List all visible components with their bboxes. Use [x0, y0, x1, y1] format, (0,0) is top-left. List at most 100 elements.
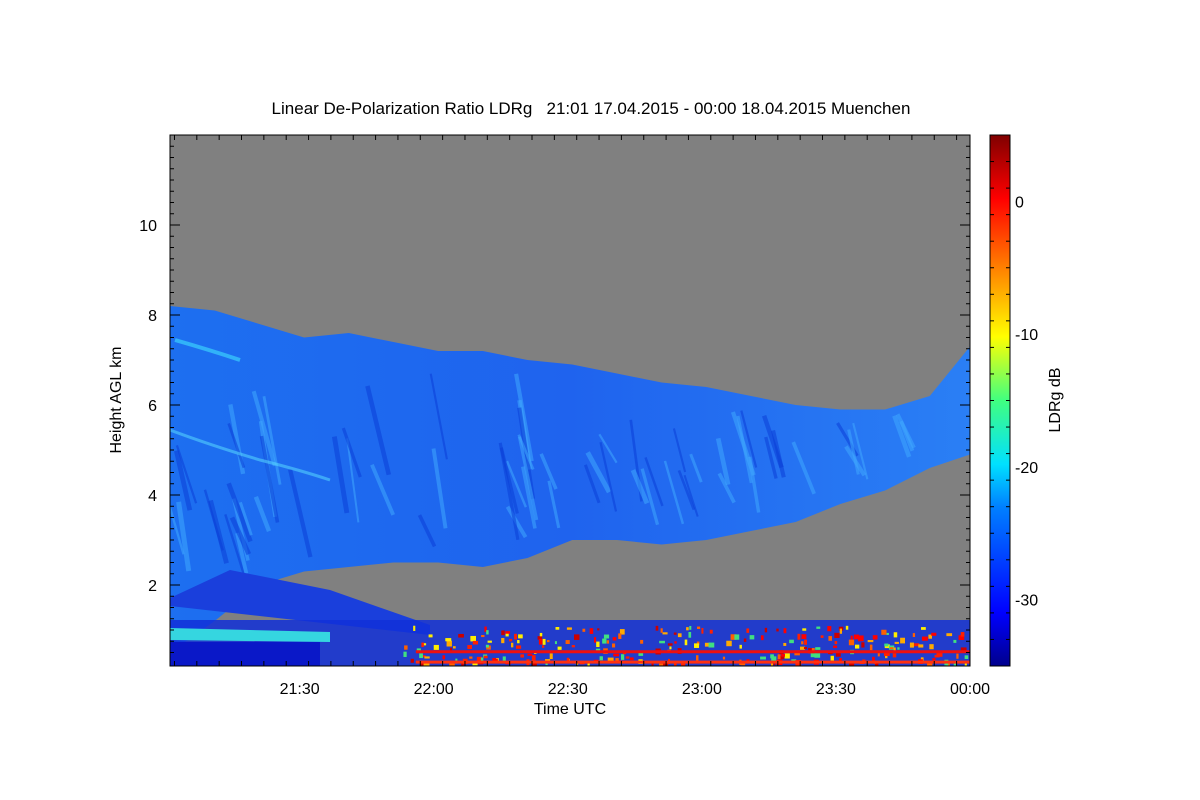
noise-pixel [480, 657, 484, 662]
noise-pixel [797, 633, 801, 640]
fall-streak [498, 442, 520, 541]
noise-pixel [909, 642, 914, 648]
noise-pixel [827, 626, 832, 632]
noise-pixel [889, 647, 894, 650]
noise-pixel [660, 628, 663, 633]
noise-pixel [783, 628, 787, 634]
fall-streak [748, 456, 761, 513]
noise-pixel [743, 638, 747, 642]
noise-pixel [956, 653, 959, 659]
noise-pixel [696, 641, 700, 646]
noise-pixel [684, 639, 688, 646]
noise-pixel [565, 640, 570, 645]
noise-pixel [884, 643, 889, 647]
noise-pixel [730, 634, 737, 640]
noise-pixel [662, 662, 668, 666]
noise-pixel [686, 627, 689, 631]
noise-pixel [912, 633, 916, 637]
noise-pixel [877, 653, 880, 657]
fall-streak [683, 474, 699, 517]
near-surface-band [170, 642, 320, 666]
noise-pixel [416, 648, 421, 651]
noise-pixel [423, 662, 430, 666]
fall-streak [583, 464, 601, 504]
fall-streak [505, 460, 527, 508]
fall-streak [895, 413, 916, 449]
fall-streak [253, 496, 272, 532]
noise-pixel [810, 653, 817, 658]
noise-pixel [532, 663, 537, 666]
noise-pixel [566, 627, 572, 630]
fall-streak [262, 396, 282, 485]
noise-pixel [484, 626, 487, 632]
cloud-features [170, 338, 430, 635]
fall-streak [227, 423, 246, 469]
colorbar-tick-label: -20 [1015, 460, 1038, 477]
noise-pixel [516, 645, 522, 649]
noise-pixel [571, 645, 575, 648]
noise-pixel [850, 635, 853, 641]
x-tick-label: 23:00 [682, 681, 722, 698]
red-band [415, 650, 970, 654]
fall-streak [431, 448, 448, 529]
fall-streak [852, 422, 869, 480]
noise-pixel [527, 653, 533, 656]
noise-pixel [777, 654, 781, 660]
noise-pixel [673, 632, 677, 635]
noise-pixel [589, 628, 594, 634]
fall-streak [689, 453, 703, 483]
noise-pixel [476, 656, 482, 663]
noise-pixel [419, 662, 426, 666]
noise-pixel [964, 663, 967, 666]
colorbar-label: LDRg dB [1047, 368, 1064, 433]
noise-pixel [593, 637, 597, 643]
noise-pixel [557, 646, 562, 650]
noise-pixel [492, 658, 496, 661]
noise-pixel [487, 640, 492, 643]
noise-pixel [673, 663, 677, 666]
depolarization-streak [170, 428, 331, 482]
x-tick-label: 00:00 [950, 681, 990, 698]
x-axis-title: Time UTC [534, 701, 606, 718]
fall-streak [505, 505, 528, 539]
noise-pixel [960, 632, 965, 637]
noise-pixel [638, 651, 644, 656]
colorbar-tick-label: -10 [1015, 327, 1038, 344]
noise-pixel [770, 654, 774, 659]
fall-streak [791, 441, 816, 495]
noise-pixel [615, 658, 619, 662]
noise-pixel [709, 629, 713, 634]
noise-pixel [696, 655, 699, 661]
noise-pixel [931, 632, 937, 636]
fall-streak [644, 457, 664, 507]
noise-pixel [461, 663, 464, 666]
noise-pixel [555, 627, 560, 630]
noise-pixel [776, 628, 779, 632]
fall-streak [365, 385, 392, 476]
fall-streak [740, 410, 758, 468]
noise-pixel [505, 631, 509, 637]
fall-streak [517, 434, 535, 470]
noise-pixel [587, 661, 590, 666]
chart-title: Linear De-Polarization Ratio LDRg 21:01 … [272, 99, 911, 118]
fall-streak [892, 414, 912, 458]
noise-pixel [467, 645, 472, 650]
noise-pixel [853, 634, 859, 640]
y-tick-label: 10 [139, 218, 157, 235]
fall-streak [429, 373, 448, 460]
x-axis: 21:30 22:00 22:30 23:00 23:30 00:00 [173, 135, 990, 698]
y-tick-label: 2 [148, 578, 157, 595]
fall-streak [229, 516, 252, 556]
fall-streak [370, 464, 395, 516]
noise-pixel [410, 658, 414, 663]
noise-pixel [620, 654, 625, 660]
noise-pixel [667, 643, 673, 646]
fall-streak [514, 373, 534, 462]
colorbar-tick-label: -30 [1015, 593, 1038, 610]
noise-pixel [599, 656, 603, 661]
noise-pixel [803, 647, 807, 650]
y-axis: 2 4 6 8 10 [139, 145, 970, 653]
x-tick-label: 23:30 [816, 681, 856, 698]
noise-pixel [800, 646, 805, 650]
fall-streak [235, 532, 249, 574]
